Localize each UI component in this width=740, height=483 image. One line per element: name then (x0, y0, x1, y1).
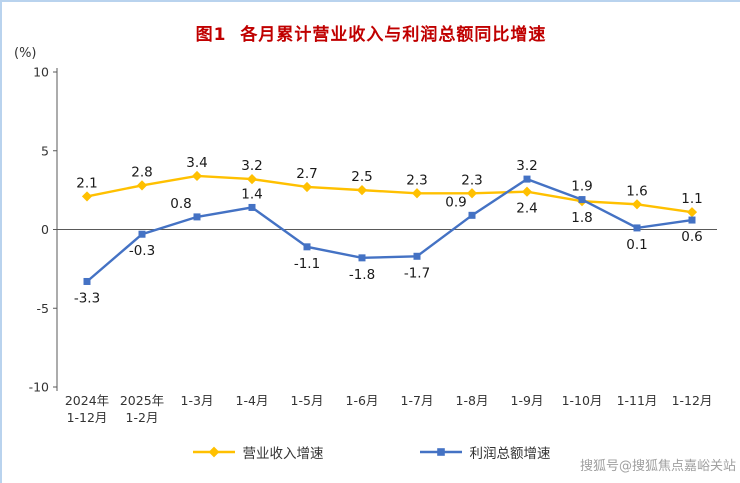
svg-text:2.3: 2.3 (461, 172, 482, 188)
svg-text:-5: -5 (37, 301, 49, 316)
svg-text:2.8: 2.8 (131, 164, 152, 180)
svg-text:1.8: 1.8 (571, 210, 592, 226)
svg-text:1-2月: 1-2月 (126, 410, 159, 425)
chart-legend: 营业收入增速 利润总额增速 (2, 442, 740, 462)
revenue-series-diamond-marker-icon (208, 446, 219, 458)
svg-text:-1.8: -1.8 (349, 267, 375, 283)
svg-text:1.4: 1.4 (241, 186, 262, 202)
svg-text:0.6: 0.6 (681, 229, 702, 245)
svg-text:-0.3: -0.3 (129, 243, 155, 259)
svg-text:1-10月: 1-10月 (562, 393, 603, 408)
svg-text:3.2: 3.2 (516, 158, 537, 174)
revenue-series-swatch-icon (192, 446, 235, 458)
svg-text:0.8: 0.8 (170, 196, 191, 212)
legend-label-profit: 利润总额增速 (469, 446, 551, 462)
svg-text:2.4: 2.4 (516, 201, 537, 217)
svg-text:1-12月: 1-12月 (672, 393, 713, 408)
svg-text:-3.3: -3.3 (74, 290, 100, 306)
svg-text:3.2: 3.2 (241, 158, 262, 174)
watermark-text: 搜狐号@搜狐焦点嘉峪关站 (579, 459, 736, 474)
svg-text:2025年: 2025年 (120, 393, 164, 408)
svg-text:1-5月: 1-5月 (291, 393, 324, 408)
svg-text:1-9月: 1-9月 (511, 393, 544, 408)
svg-text:-1.1: -1.1 (294, 256, 320, 272)
legend-item-profit: 利润总额增速 (419, 442, 551, 462)
svg-text:1-6月: 1-6月 (346, 393, 379, 408)
svg-text:-10: -10 (29, 380, 49, 395)
svg-text:2.3: 2.3 (406, 172, 427, 188)
svg-text:1-8月: 1-8月 (456, 393, 489, 408)
svg-text:10: 10 (33, 65, 49, 80)
svg-text:3.4: 3.4 (186, 155, 207, 171)
chart-title: 图1 各月累计营业收入与利润总额同比增速 (195, 25, 547, 45)
svg-text:2.7: 2.7 (296, 166, 317, 182)
svg-text:0: 0 (41, 222, 49, 237)
svg-text:1-12月: 1-12月 (67, 410, 108, 425)
svg-text:1.6: 1.6 (626, 183, 647, 199)
legend-label-revenue: 营业收入增速 (242, 446, 324, 462)
svg-text:1.9: 1.9 (571, 179, 592, 195)
svg-text:1.1: 1.1 (681, 191, 702, 207)
svg-text:5: 5 (41, 143, 49, 158)
svg-text:1-3月: 1-3月 (181, 393, 214, 408)
profit-series-swatch-icon (419, 448, 462, 456)
svg-text:2.1: 2.1 (76, 175, 97, 191)
profit-series-square-marker-icon (436, 448, 445, 456)
svg-text:0.1: 0.1 (626, 237, 647, 253)
legend-item-revenue: 营业收入增速 (192, 442, 324, 462)
svg-text:2.5: 2.5 (351, 169, 372, 185)
y-axis-unit-label: (%) (14, 46, 37, 61)
svg-text:2024年: 2024年 (65, 393, 109, 408)
line-chart-plot: 10 5 0 -5 -10 2024年 1-12月 2025年 1-2月 1-3月 1-4月 1-5月… (29, 65, 717, 425)
svg-text:1-11月: 1-11月 (617, 393, 658, 408)
svg-text:1-7月: 1-7月 (401, 393, 434, 408)
svg-text:-1.7: -1.7 (404, 265, 430, 281)
svg-text:1-4月: 1-4月 (236, 393, 269, 408)
svg-text:0.9: 0.9 (445, 194, 466, 210)
